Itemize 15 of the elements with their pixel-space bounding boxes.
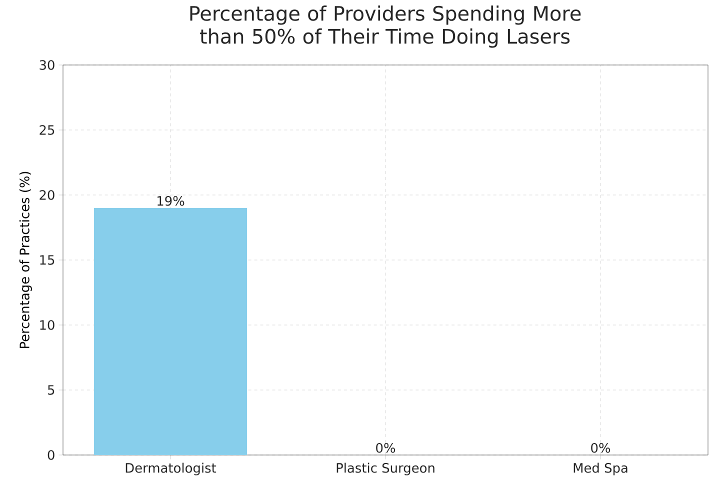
- data-label: 0%: [591, 443, 610, 453]
- x-tick-label: Plastic Surgeon: [336, 462, 434, 476]
- y-tick-label: 20: [40, 190, 54, 200]
- x-tick-label: Dermatologist: [126, 462, 216, 476]
- data-label: 19%: [158, 196, 184, 206]
- y-tick-label: 0: [48, 450, 54, 460]
- y-tick-label: 25: [40, 125, 54, 135]
- y-axis-title: Percentage of Practices (%): [19, 172, 32, 348]
- y-tick-label: 10: [40, 320, 54, 330]
- y-tick-label: 5: [48, 385, 54, 395]
- chart-title: Percentage of Providers Spending More than 50% of Their Time Doing Lasers: [190, 6, 581, 48]
- y-tick-label: 15: [40, 255, 54, 265]
- y-tick-label: 30: [40, 60, 54, 70]
- x-tick-label: Med Spa: [574, 462, 628, 476]
- data-label: 0%: [376, 443, 396, 453]
